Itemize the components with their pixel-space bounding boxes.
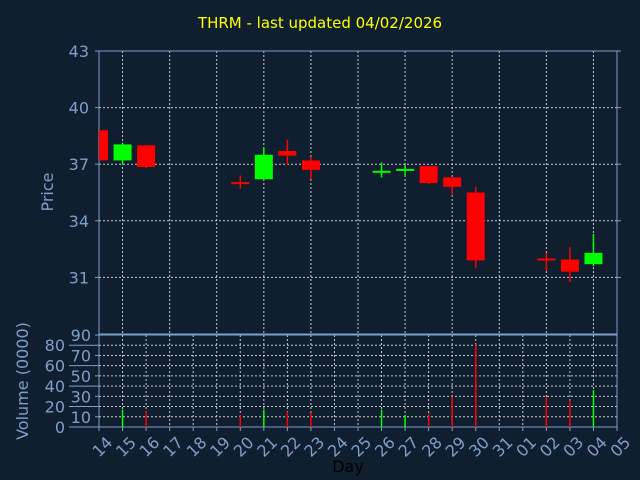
volume-axis-label: Volume (0000) bbox=[13, 322, 32, 440]
price-tick-label: 37 bbox=[69, 155, 89, 174]
volume-tick-label: 90 bbox=[71, 326, 91, 345]
y-axis-label: Price bbox=[38, 172, 57, 211]
price-axis-frame bbox=[98, 50, 618, 335]
volume-tick-label: 10 bbox=[71, 408, 91, 427]
candle-body bbox=[443, 177, 462, 187]
volume-tick-label: 40 bbox=[45, 377, 65, 396]
candle-body bbox=[396, 168, 415, 171]
candle-body bbox=[466, 192, 485, 261]
day-tick-label: 05 bbox=[606, 433, 634, 461]
chart-title: THRM - last updated 04/02/2026 bbox=[197, 14, 443, 32]
price-tick-label: 43 bbox=[69, 42, 89, 61]
volume-tick-label: 70 bbox=[71, 346, 91, 365]
candle-body bbox=[254, 154, 273, 180]
volume-tick-label: 20 bbox=[45, 398, 65, 417]
volume-tick-label: 80 bbox=[45, 336, 65, 355]
candle-body bbox=[231, 182, 250, 185]
candles-group bbox=[99, 130, 603, 283]
price-tick-label: 31 bbox=[69, 268, 89, 287]
candle-body bbox=[419, 166, 438, 184]
volume-tick-label: 60 bbox=[45, 357, 65, 376]
candle-body bbox=[137, 145, 156, 168]
candle-body bbox=[278, 150, 297, 156]
volume-tick-label: 50 bbox=[71, 367, 91, 386]
candle-body bbox=[301, 160, 320, 170]
price-tick-label: 34 bbox=[69, 212, 89, 231]
candle-body bbox=[99, 130, 108, 161]
x-axis-label: Day bbox=[332, 457, 364, 476]
volume-tick-label: 0 bbox=[55, 418, 65, 437]
candle-body bbox=[560, 259, 579, 272]
volume-tick-label: 30 bbox=[71, 387, 91, 406]
candle-body bbox=[372, 170, 391, 173]
candle-body bbox=[584, 252, 603, 265]
price-tick-label: 40 bbox=[69, 99, 89, 118]
candle-body bbox=[537, 258, 556, 261]
candle-body bbox=[113, 144, 132, 161]
